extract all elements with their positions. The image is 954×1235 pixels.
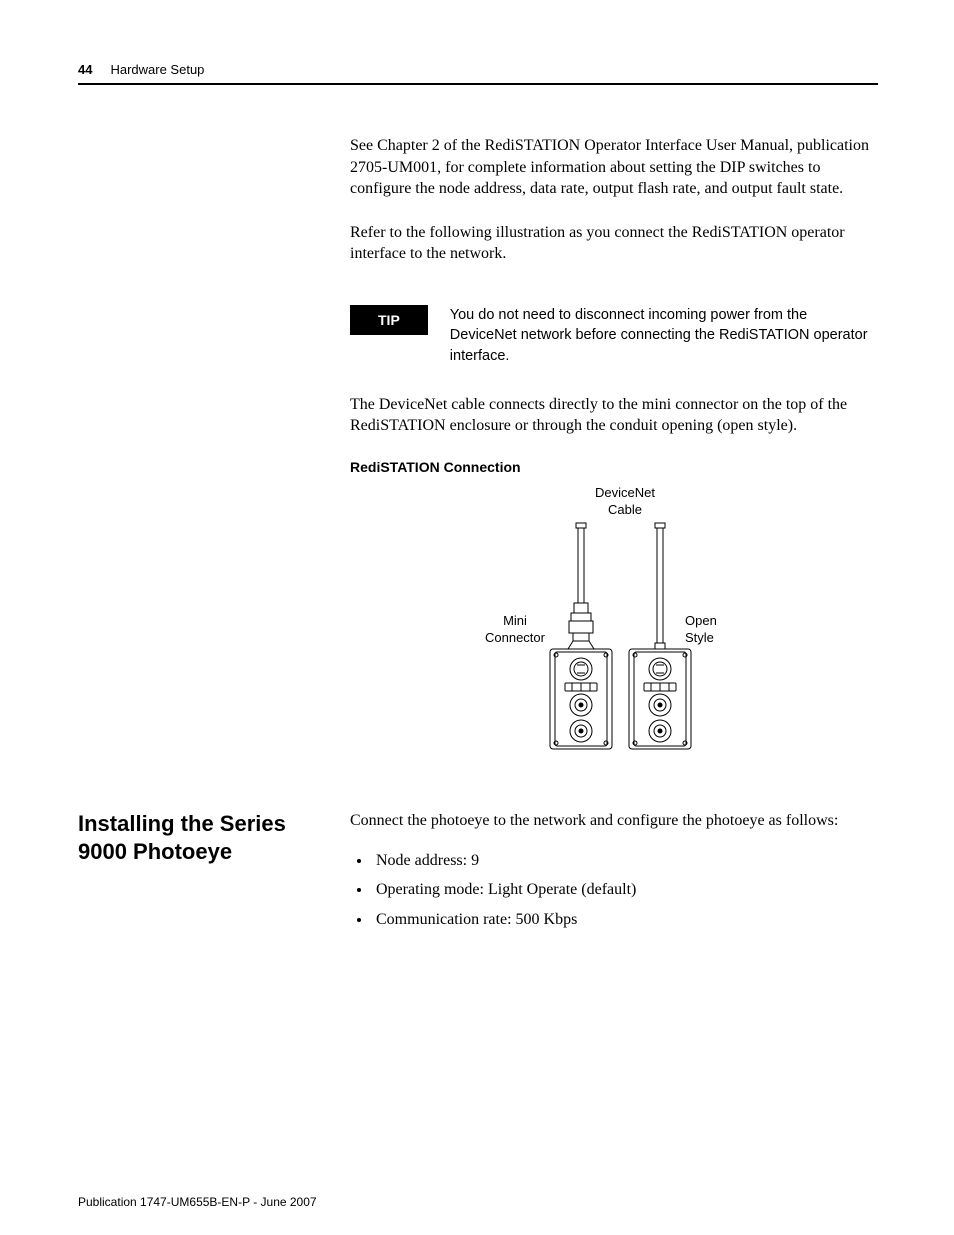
label-devicenet-cable: DeviceNetCable — [585, 485, 665, 519]
section-installing-photoeye: Installing the Series 9000 Photoeye Conn… — [78, 810, 878, 934]
tip-badge: TIP — [350, 305, 428, 335]
body-column: See Chapter 2 of the RediSTATION Operato… — [350, 135, 870, 760]
tip-text: You do not need to disconnect incoming p… — [450, 305, 870, 366]
page-content: 44 Hardware Setup See Chapter 2 of the R… — [78, 62, 878, 934]
section-intro: Connect the photoeye to the network and … — [350, 810, 870, 832]
label-mini-connector: MiniConnector — [480, 613, 550, 647]
section-body: Connect the photoeye to the network and … — [350, 810, 870, 934]
running-header: 44 Hardware Setup — [78, 62, 878, 77]
label-open-style: OpenStyle — [685, 613, 735, 647]
publication-footer: Publication 1747-UM655B-EN-P - June 2007 — [78, 1195, 317, 1209]
header-rule — [78, 83, 878, 85]
page-number: 44 — [78, 62, 92, 77]
section-heading: Installing the Series 9000 Photoeye — [78, 810, 350, 865]
redistation-figure: DeviceNetCable MiniConnector OpenStyle — [350, 485, 870, 760]
paragraph-3: The DeviceNet cable connects directly to… — [350, 394, 870, 437]
list-item: Node address: 9 — [372, 846, 870, 876]
chapter-title: Hardware Setup — [110, 62, 204, 77]
connection-diagram-icon — [350, 485, 870, 760]
config-bullet-list: Node address: 9 Operating mode: Light Op… — [372, 846, 870, 935]
list-item: Operating mode: Light Operate (default) — [372, 875, 870, 905]
figure-title: RediSTATION Connection — [350, 459, 870, 475]
paragraph-1: See Chapter 2 of the RediSTATION Operato… — [350, 135, 870, 200]
tip-callout: TIP You do not need to disconnect incomi… — [350, 305, 870, 366]
paragraph-2: Refer to the following illustration as y… — [350, 222, 870, 265]
list-item: Communication rate: 500 Kbps — [372, 905, 870, 935]
